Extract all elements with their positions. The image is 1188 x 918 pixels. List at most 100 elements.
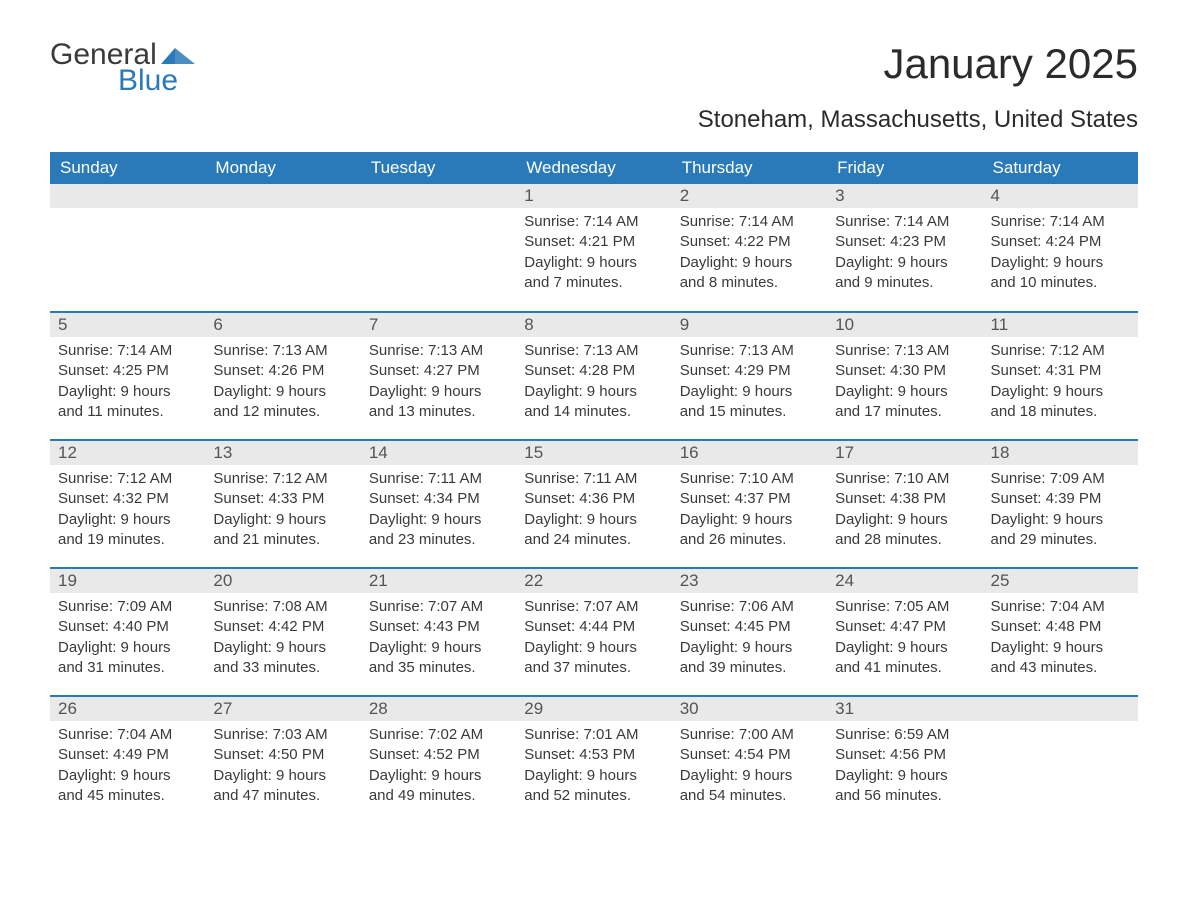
calendar-cell: 18Sunrise: 7:09 AMSunset: 4:39 PMDayligh…: [983, 440, 1138, 568]
day-number: 31: [827, 697, 982, 721]
weekday-header: Saturday: [983, 152, 1138, 184]
day-number: [50, 184, 205, 208]
calendar-week-row: 5Sunrise: 7:14 AMSunset: 4:25 PMDaylight…: [50, 312, 1138, 440]
day-details: Sunrise: 7:06 AMSunset: 4:45 PMDaylight:…: [672, 593, 827, 688]
calendar-cell: 24Sunrise: 7:05 AMSunset: 4:47 PMDayligh…: [827, 568, 982, 696]
calendar-cell: 19Sunrise: 7:09 AMSunset: 4:40 PMDayligh…: [50, 568, 205, 696]
day-details: Sunrise: 7:10 AMSunset: 4:38 PMDaylight:…: [827, 465, 982, 560]
day-details: Sunrise: 7:13 AMSunset: 4:27 PMDaylight:…: [361, 337, 516, 432]
day-details: Sunrise: 6:59 AMSunset: 4:56 PMDaylight:…: [827, 721, 982, 816]
day-details: Sunrise: 7:13 AMSunset: 4:28 PMDaylight:…: [516, 337, 671, 432]
calendar-cell: 10Sunrise: 7:13 AMSunset: 4:30 PMDayligh…: [827, 312, 982, 440]
day-number: 18: [983, 441, 1138, 465]
calendar-cell: 11Sunrise: 7:12 AMSunset: 4:31 PMDayligh…: [983, 312, 1138, 440]
day-number: 14: [361, 441, 516, 465]
logo: General Blue: [50, 40, 195, 96]
day-details: Sunrise: 7:13 AMSunset: 4:29 PMDaylight:…: [672, 337, 827, 432]
day-details: Sunrise: 7:04 AMSunset: 4:49 PMDaylight:…: [50, 721, 205, 816]
calendar-cell: 30Sunrise: 7:00 AMSunset: 4:54 PMDayligh…: [672, 696, 827, 824]
day-number: [983, 697, 1138, 721]
day-details: Sunrise: 7:03 AMSunset: 4:50 PMDaylight:…: [205, 721, 360, 816]
calendar-cell: 22Sunrise: 7:07 AMSunset: 4:44 PMDayligh…: [516, 568, 671, 696]
day-details: Sunrise: 7:07 AMSunset: 4:44 PMDaylight:…: [516, 593, 671, 688]
weekday-header: Monday: [205, 152, 360, 184]
location-text: Stoneham, Massachusetts, United States: [698, 106, 1138, 134]
day-number: 11: [983, 313, 1138, 337]
day-number: 3: [827, 184, 982, 208]
day-number: 13: [205, 441, 360, 465]
day-number: 1: [516, 184, 671, 208]
day-number: 22: [516, 569, 671, 593]
day-details: Sunrise: 7:07 AMSunset: 4:43 PMDaylight:…: [361, 593, 516, 688]
day-details: Sunrise: 7:14 AMSunset: 4:22 PMDaylight:…: [672, 208, 827, 303]
calendar-cell: [983, 696, 1138, 824]
day-details: Sunrise: 7:14 AMSunset: 4:21 PMDaylight:…: [516, 208, 671, 303]
day-details: Sunrise: 7:12 AMSunset: 4:33 PMDaylight:…: [205, 465, 360, 560]
calendar-cell: [50, 184, 205, 312]
day-number: 2: [672, 184, 827, 208]
calendar-cell: 21Sunrise: 7:07 AMSunset: 4:43 PMDayligh…: [361, 568, 516, 696]
weekday-header: Wednesday: [516, 152, 671, 184]
day-number: 9: [672, 313, 827, 337]
day-details: Sunrise: 7:09 AMSunset: 4:40 PMDaylight:…: [50, 593, 205, 688]
calendar-cell: 20Sunrise: 7:08 AMSunset: 4:42 PMDayligh…: [205, 568, 360, 696]
day-number: 29: [516, 697, 671, 721]
calendar-week-row: 1Sunrise: 7:14 AMSunset: 4:21 PMDaylight…: [50, 184, 1138, 312]
calendar-cell: 7Sunrise: 7:13 AMSunset: 4:27 PMDaylight…: [361, 312, 516, 440]
day-details: Sunrise: 7:05 AMSunset: 4:47 PMDaylight:…: [827, 593, 982, 688]
day-number: 4: [983, 184, 1138, 208]
calendar-cell: 17Sunrise: 7:10 AMSunset: 4:38 PMDayligh…: [827, 440, 982, 568]
calendar-cell: 5Sunrise: 7:14 AMSunset: 4:25 PMDaylight…: [50, 312, 205, 440]
day-number: 25: [983, 569, 1138, 593]
calendar-cell: 9Sunrise: 7:13 AMSunset: 4:29 PMDaylight…: [672, 312, 827, 440]
calendar-cell: 2Sunrise: 7:14 AMSunset: 4:22 PMDaylight…: [672, 184, 827, 312]
weekday-header-row: SundayMondayTuesdayWednesdayThursdayFrid…: [50, 152, 1138, 184]
calendar-cell: 1Sunrise: 7:14 AMSunset: 4:21 PMDaylight…: [516, 184, 671, 312]
calendar-table: SundayMondayTuesdayWednesdayThursdayFrid…: [50, 152, 1138, 824]
day-number: [361, 184, 516, 208]
day-details: Sunrise: 7:01 AMSunset: 4:53 PMDaylight:…: [516, 721, 671, 816]
calendar-cell: [361, 184, 516, 312]
day-number: 26: [50, 697, 205, 721]
day-details: Sunrise: 7:12 AMSunset: 4:32 PMDaylight:…: [50, 465, 205, 560]
weekday-header: Thursday: [672, 152, 827, 184]
calendar-cell: 29Sunrise: 7:01 AMSunset: 4:53 PMDayligh…: [516, 696, 671, 824]
page-title: January 2025: [698, 40, 1138, 88]
day-number: 12: [50, 441, 205, 465]
day-number: 16: [672, 441, 827, 465]
logo-word2: Blue: [50, 66, 195, 96]
day-details: Sunrise: 7:11 AMSunset: 4:36 PMDaylight:…: [516, 465, 671, 560]
day-number: 19: [50, 569, 205, 593]
day-number: 21: [361, 569, 516, 593]
day-number: 23: [672, 569, 827, 593]
day-details: Sunrise: 7:14 AMSunset: 4:25 PMDaylight:…: [50, 337, 205, 432]
calendar-week-row: 26Sunrise: 7:04 AMSunset: 4:49 PMDayligh…: [50, 696, 1138, 824]
day-number: 5: [50, 313, 205, 337]
calendar-week-row: 12Sunrise: 7:12 AMSunset: 4:32 PMDayligh…: [50, 440, 1138, 568]
calendar-cell: 28Sunrise: 7:02 AMSunset: 4:52 PMDayligh…: [361, 696, 516, 824]
day-details: Sunrise: 7:13 AMSunset: 4:26 PMDaylight:…: [205, 337, 360, 432]
calendar-cell: 31Sunrise: 6:59 AMSunset: 4:56 PMDayligh…: [827, 696, 982, 824]
day-number: 27: [205, 697, 360, 721]
day-number: 10: [827, 313, 982, 337]
weekday-header: Sunday: [50, 152, 205, 184]
calendar-cell: [205, 184, 360, 312]
day-number: 24: [827, 569, 982, 593]
day-details: Sunrise: 7:11 AMSunset: 4:34 PMDaylight:…: [361, 465, 516, 560]
day-details: Sunrise: 7:00 AMSunset: 4:54 PMDaylight:…: [672, 721, 827, 816]
calendar-cell: 25Sunrise: 7:04 AMSunset: 4:48 PMDayligh…: [983, 568, 1138, 696]
day-details: Sunrise: 7:04 AMSunset: 4:48 PMDaylight:…: [983, 593, 1138, 688]
day-details: Sunrise: 7:10 AMSunset: 4:37 PMDaylight:…: [672, 465, 827, 560]
calendar-cell: 27Sunrise: 7:03 AMSunset: 4:50 PMDayligh…: [205, 696, 360, 824]
day-number: 30: [672, 697, 827, 721]
day-number: 8: [516, 313, 671, 337]
day-number: 17: [827, 441, 982, 465]
day-number: [205, 184, 360, 208]
day-number: 28: [361, 697, 516, 721]
weekday-header: Friday: [827, 152, 982, 184]
calendar-week-row: 19Sunrise: 7:09 AMSunset: 4:40 PMDayligh…: [50, 568, 1138, 696]
calendar-cell: 16Sunrise: 7:10 AMSunset: 4:37 PMDayligh…: [672, 440, 827, 568]
calendar-cell: 15Sunrise: 7:11 AMSunset: 4:36 PMDayligh…: [516, 440, 671, 568]
day-details: Sunrise: 7:12 AMSunset: 4:31 PMDaylight:…: [983, 337, 1138, 432]
day-details: Sunrise: 7:14 AMSunset: 4:24 PMDaylight:…: [983, 208, 1138, 303]
